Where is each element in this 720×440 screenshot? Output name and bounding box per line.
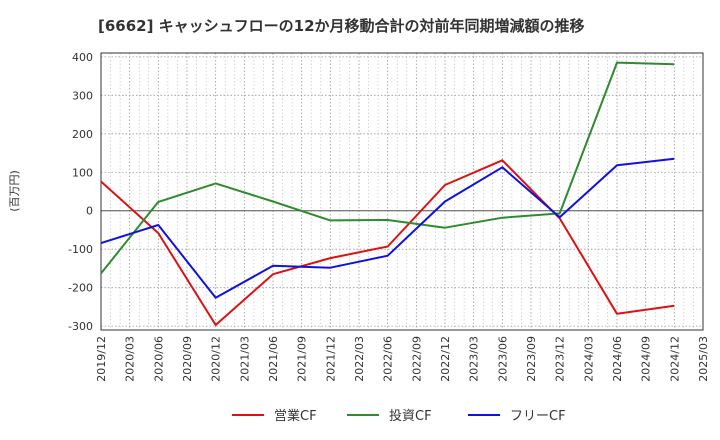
- x-tick-label: 2023/12: [554, 336, 567, 382]
- x-tick-label: 2024/06: [611, 336, 624, 382]
- x-tick-label: 2021/03: [238, 336, 251, 382]
- y-tick-labels: -300 -200 -100 0 100 200 300 400: [68, 51, 93, 333]
- x-tick-label: 2024/12: [668, 336, 681, 382]
- plot-frame: [100, 52, 704, 331]
- x-tick-label: 2020/06: [152, 336, 165, 382]
- x-tick-label: 2024/09: [640, 336, 653, 382]
- y-tick-label: -100: [68, 243, 93, 256]
- series-line: [100, 157, 675, 299]
- legend: 営業CF 投資CF フリーCF: [232, 408, 566, 424]
- x-tick-label: 2023/09: [525, 336, 538, 382]
- x-tick-label: 2025/03: [697, 336, 710, 382]
- y-tick-label: 0: [86, 205, 93, 218]
- legend-label: 投資CF: [389, 408, 432, 424]
- x-tick-label: 2021/06: [267, 336, 280, 382]
- series-layer: [100, 61, 675, 326]
- y-tick-label: 400: [72, 51, 93, 64]
- x-tick-label: 2022/03: [353, 336, 366, 382]
- y-tick-label: 100: [72, 166, 93, 179]
- y-axis-label: (百万円): [8, 170, 21, 212]
- x-tick-label: 2020/09: [181, 336, 194, 382]
- legend-label: フリーCF: [510, 409, 566, 424]
- legend-label: 営業CF: [274, 408, 317, 424]
- y-tick-label: -300: [68, 320, 93, 333]
- x-tick-label: 2024/03: [582, 336, 595, 382]
- x-tick-label: 2023/03: [468, 336, 481, 382]
- grid-layer: [100, 53, 704, 330]
- series-line: [100, 61, 675, 275]
- x-tick-label: 2019/12: [95, 336, 108, 382]
- x-tick-label: 2020/12: [210, 336, 223, 382]
- y-tick-label: 200: [72, 128, 93, 141]
- x-tick-label: 2021/12: [324, 336, 337, 382]
- x-tick-label: 2022/12: [439, 336, 452, 382]
- series-line: [100, 159, 675, 326]
- x-tick-label: 2022/09: [410, 336, 423, 382]
- x-tick-label: 2023/06: [496, 336, 509, 382]
- y-tick-label: 300: [72, 89, 93, 102]
- x-tick-label: 2020/03: [124, 336, 137, 382]
- x-tick-label: 2022/06: [382, 336, 395, 382]
- x-tick-labels: 2019/12 2020/03 2020/06 2020/09 2020/12 2021/…: [95, 336, 710, 382]
- x-tick-label: 2021/09: [296, 336, 309, 382]
- chart-title: [6662] キャッシュフローの12か月移動合計の対前年同期増減額の推移: [98, 17, 585, 35]
- y-tick-label: -200: [68, 282, 93, 295]
